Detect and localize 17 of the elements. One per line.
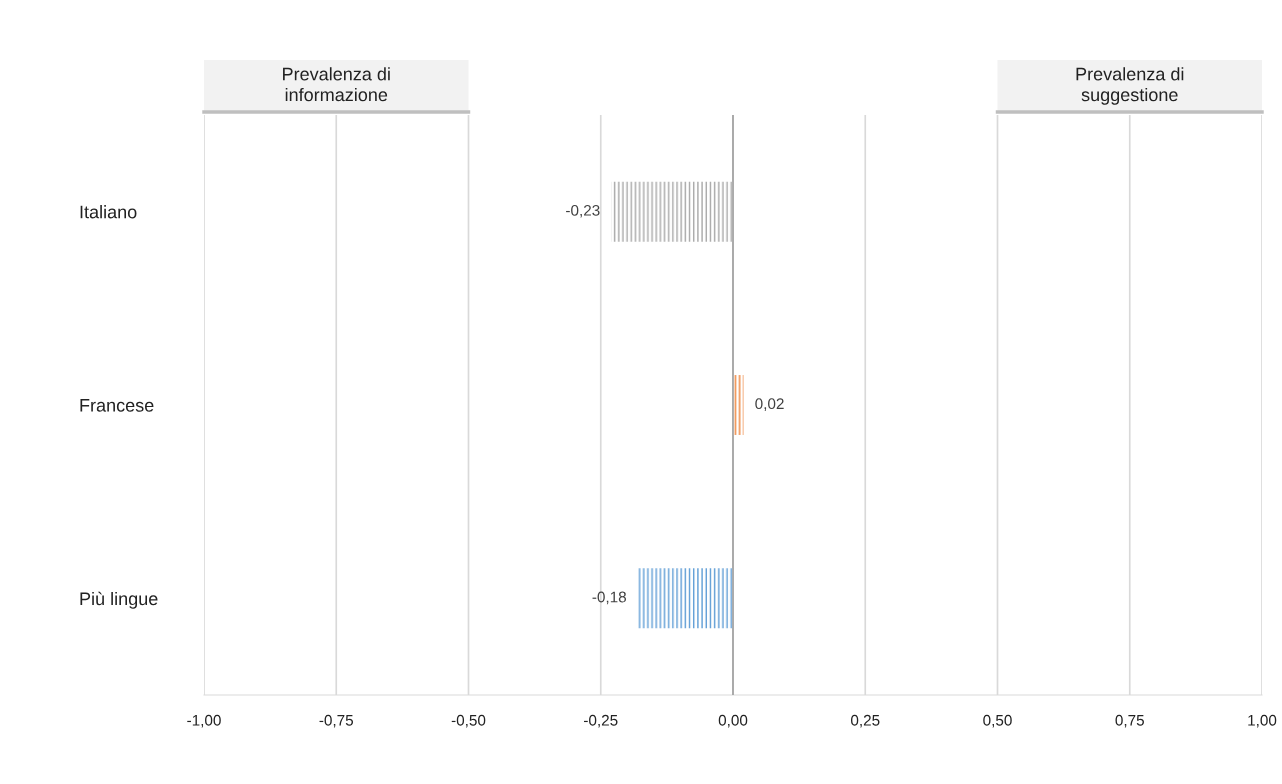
data-label: -0,23 [566,204,600,218]
x-tick-label: 0,75 [1115,714,1144,728]
x-tick-label: 0,00 [718,714,748,728]
x-tick-label: -1,00 [187,714,221,728]
x-tick-label: 0,25 [850,714,880,728]
x-tick-label: 0,50 [983,714,1012,728]
text: Prevalenza di informazione [283,67,390,102]
text: Prevalenza di suggestione [1076,67,1184,105]
y-tick-label: Francese [80,399,154,412]
data-label: -0,18 [592,591,627,605]
x-tick-label: -0,50 [451,714,486,728]
x-tick-label: -0,25 [584,714,618,728]
x-tick-label: 1,00 [1248,714,1277,728]
y-tick-label: Italiano [80,205,137,219]
data-label: 0,02 [755,398,784,411]
x-tick-label: -0,75 [319,714,354,728]
y-tick-label: Più lingue [80,591,158,609]
